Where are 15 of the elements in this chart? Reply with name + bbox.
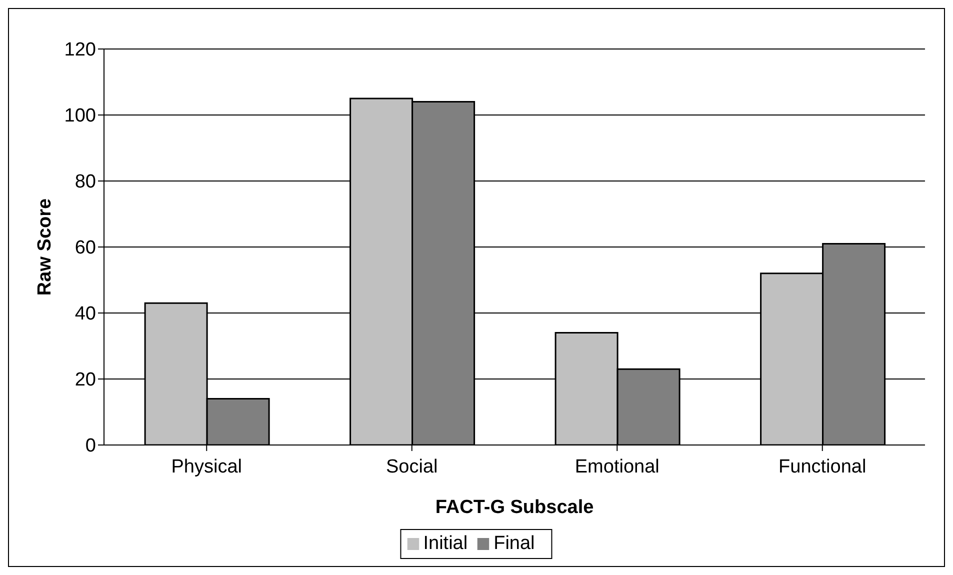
legend-label: Final — [494, 533, 535, 554]
x-axis-title: FACT-G Subscale — [435, 497, 594, 518]
x-tick-label: Physical — [171, 456, 242, 478]
x-tick-label: Emotional — [574, 456, 660, 478]
y-tick-label: 120 — [64, 40, 96, 61]
y-tick-label: 80 — [74, 172, 96, 193]
y-tick-label: 100 — [64, 106, 96, 127]
x-tick-label: Functional — [778, 456, 866, 478]
legend-label: Initial — [423, 533, 468, 554]
y-tick-label: 20 — [74, 370, 96, 391]
y-tick-label: 0 — [85, 436, 96, 457]
y-tick-label: 60 — [74, 238, 96, 259]
y-axis-title: Raw Score — [34, 198, 56, 296]
x-tick-label: Social — [386, 456, 438, 478]
y-tick-label: 40 — [74, 304, 96, 325]
